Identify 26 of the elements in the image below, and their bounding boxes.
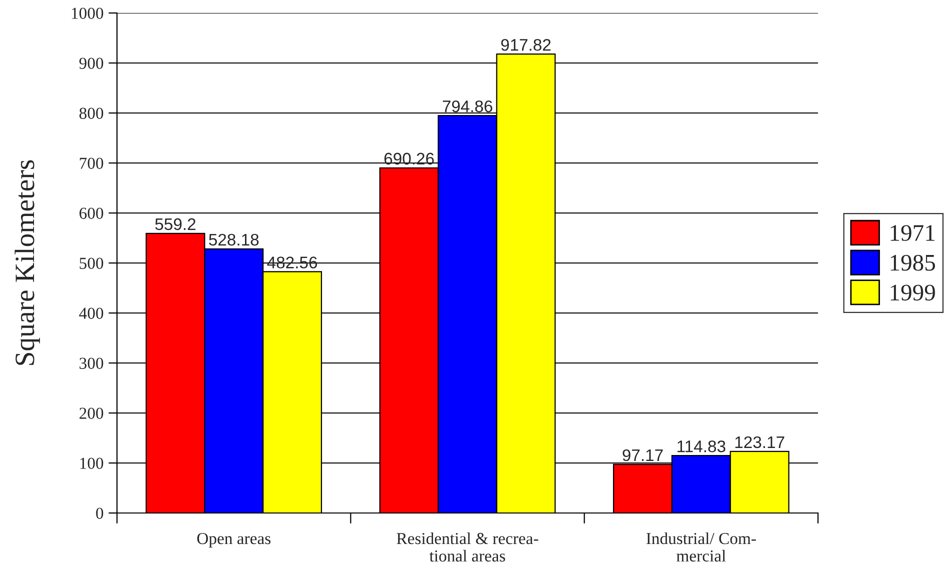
x-tick-label: Residential & recrea- tional areas	[396, 532, 538, 562]
y-tick-label: 300	[80, 358, 104, 369]
data-label: 794.86	[442, 100, 492, 112]
y-axis-title: Square Kilometers	[14, 160, 40, 365]
y-tick-label: 400	[79, 308, 104, 319]
y-tick-label: 600	[80, 208, 104, 219]
y-tick-label: 100	[80, 458, 104, 469]
data-label: 690.26	[384, 152, 434, 165]
x-tick-label: Open areas	[197, 532, 270, 548]
legend-label: 1985	[890, 254, 935, 271]
y-tick-label: 500	[80, 258, 104, 269]
y-tick-label: 800	[79, 108, 104, 119]
y-tick-label: 200	[80, 408, 104, 419]
data-label: 97.17	[622, 449, 663, 462]
data-label: 917.82	[501, 38, 551, 51]
legend-label: 1971	[890, 225, 934, 241]
y-tick-label: 900	[79, 58, 104, 69]
y-tick-label: 700	[80, 158, 104, 169]
x-tick-label: Industrial/ Com- mercial	[646, 532, 756, 562]
data-label: 559.2	[155, 218, 196, 230]
legend-label: 1999	[890, 284, 935, 301]
data-label: 114.83	[678, 440, 726, 452]
y-tick-label: 0	[96, 508, 104, 519]
y-tick-label: 1000	[72, 8, 104, 19]
data-label: 528.18	[209, 234, 259, 246]
data-label: 123.17	[735, 436, 784, 448]
